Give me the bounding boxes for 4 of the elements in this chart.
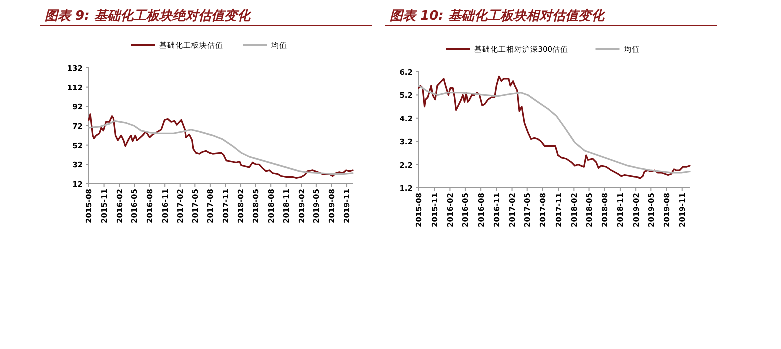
line-series [88,114,354,179]
chart-title: 图表 9: 基础化工板块绝对估值变化 [45,8,252,24]
chart-title: 图表 10: 基础化工板块相对估值变化 [390,8,606,24]
line-series [88,120,354,176]
